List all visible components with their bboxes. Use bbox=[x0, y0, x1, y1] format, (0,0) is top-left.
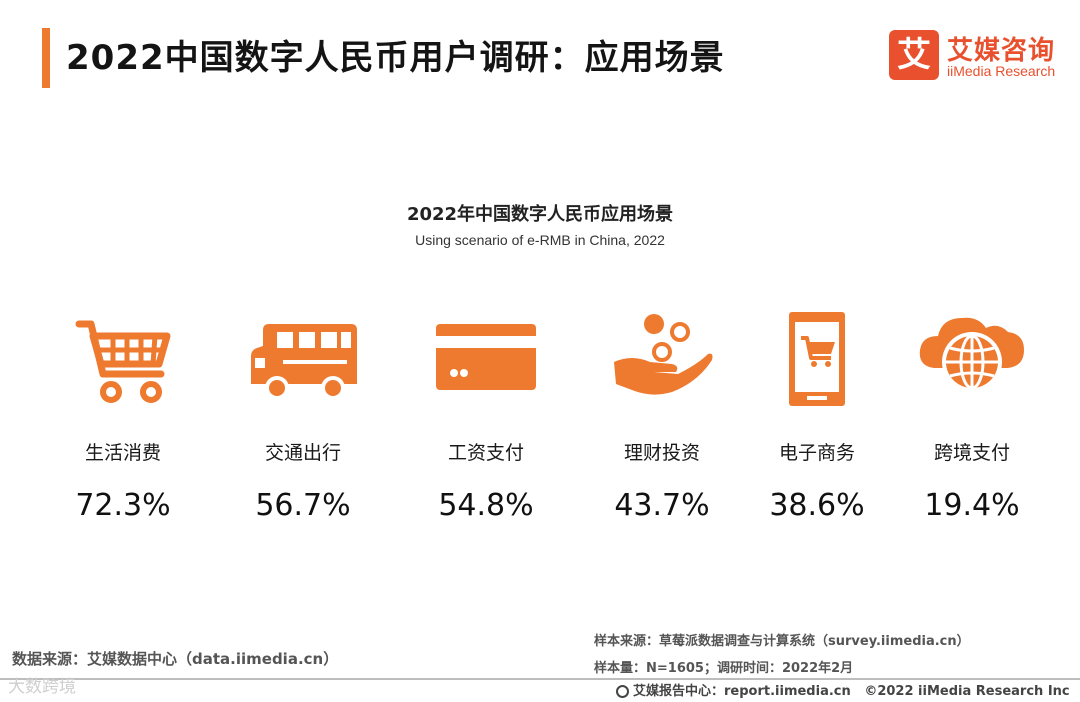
scenario-label: 工资支付 bbox=[447, 442, 524, 464]
scenario-item: 跨境支付 19.4% bbox=[892, 300, 1052, 530]
logo-name-en: iiMedia Research bbox=[947, 63, 1056, 79]
globe-cloud-icon bbox=[912, 300, 1032, 410]
coins-in-hand-icon bbox=[602, 300, 722, 410]
scenario-value: 72.3% bbox=[75, 488, 171, 523]
footer-report: 艾媒报告中心：report.iimedia.cn bbox=[633, 684, 851, 699]
footer: 艾媒报告中心：report.iimedia.cn ©2022 iiMedia R… bbox=[616, 680, 1070, 699]
watermark: 大数跨境 bbox=[8, 677, 76, 697]
scenario-value: 56.7% bbox=[255, 488, 351, 523]
scenario-label: 交通出行 bbox=[264, 442, 341, 464]
scenario-label: 生活消费 bbox=[84, 442, 161, 464]
scenario-value: 38.6% bbox=[769, 488, 865, 523]
page-title: 2022中国数字人民币用户调研：应用场景 bbox=[66, 38, 725, 78]
scenario-label: 电子商务 bbox=[778, 442, 855, 464]
scenario-item: 理财投资 43.7% bbox=[582, 300, 742, 530]
shopping-cart-icon bbox=[63, 300, 183, 410]
footer-copyright: ©2022 iiMedia Research Inc bbox=[864, 684, 1070, 699]
scenario-value: 19.4% bbox=[924, 488, 1020, 523]
bank-card-icon bbox=[426, 300, 546, 410]
iimedia-logo: 艾 艾媒咨询 iiMedia Research bbox=[889, 30, 1064, 82]
scenario-label: 理财投资 bbox=[623, 442, 700, 464]
chart-title: 2022年中国数字人民币应用场景 bbox=[406, 204, 674, 225]
sample-info: 样本来源：草莓派数据调查与计算系统（survey.iimedia.cn） 样本量… bbox=[594, 628, 970, 682]
bus-icon bbox=[243, 300, 363, 410]
title-accent-bar bbox=[42, 28, 50, 88]
sample-size: 样本量：N=1605；调研时间：2022年2月 bbox=[594, 661, 854, 676]
scenario-item: 交通出行 56.7% bbox=[223, 300, 383, 530]
scenario-label: 跨境支付 bbox=[933, 442, 1010, 464]
scenario-value: 43.7% bbox=[614, 488, 710, 523]
scenario-item: 生活消费 72.3% bbox=[43, 300, 203, 530]
globe-icon bbox=[616, 685, 629, 698]
chart-subtitle: Using scenario of e-RMB in China, 2022 bbox=[415, 232, 665, 248]
data-source: 数据来源：艾媒数据中心（data.iimedia.cn） bbox=[12, 650, 339, 668]
logo-mark: 艾 bbox=[889, 30, 939, 80]
sample-source: 样本来源：草莓派数据调查与计算系统（survey.iimedia.cn） bbox=[594, 634, 970, 649]
scenario-value: 54.8% bbox=[438, 488, 534, 523]
scenario-item: 电子商务 38.6% bbox=[737, 300, 897, 530]
phone-cart-icon bbox=[757, 300, 877, 410]
footer-divider bbox=[0, 678, 1080, 680]
logo-name-cn: 艾媒咨询 bbox=[947, 36, 1056, 66]
scenario-item: 工资支付 54.8% bbox=[406, 300, 566, 530]
